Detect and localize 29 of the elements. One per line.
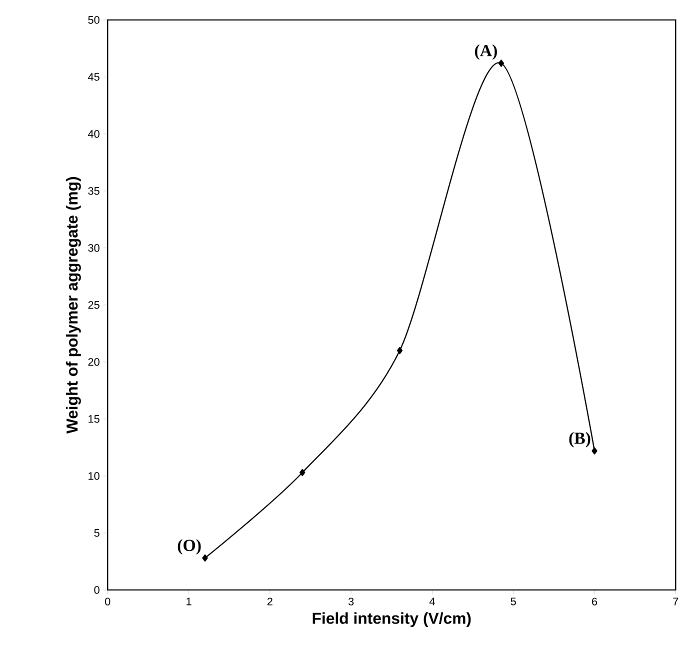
x-tick-label: 7 xyxy=(673,598,678,606)
annotation: (B) xyxy=(569,432,590,448)
y-tick-label: 35 xyxy=(88,187,100,195)
x-axis-title: Field intensity (V/cm) xyxy=(312,612,471,628)
x-tick-label: 6 xyxy=(592,598,598,606)
y-tick-label: 45 xyxy=(88,73,100,81)
annotation: (O) xyxy=(178,539,201,555)
y-axis-title: Weight of polymer aggregate (mg) xyxy=(66,177,81,434)
point xyxy=(396,347,403,354)
point xyxy=(202,554,208,562)
y-tick-label: 30 xyxy=(88,244,100,252)
x-tick-label: 0 xyxy=(105,598,110,606)
y-tick-label: 20 xyxy=(88,358,100,366)
x-tick-label: 2 xyxy=(267,598,272,606)
x-tick-label: 5 xyxy=(510,598,516,606)
x-tick-label: 3 xyxy=(348,598,354,606)
y-tick-label: 10 xyxy=(88,472,100,480)
x-tick-label: 1 xyxy=(186,598,192,606)
annotation: (A) xyxy=(475,44,497,60)
y-tick-label: 40 xyxy=(88,130,100,138)
point xyxy=(300,469,306,476)
y-tick-label: 15 xyxy=(88,415,100,423)
x-tick-label: 4 xyxy=(429,598,435,606)
point xyxy=(498,60,504,67)
y-tick-label: 25 xyxy=(88,301,100,309)
y-tick-label: 50 xyxy=(88,16,100,24)
y-tick-label: 5 xyxy=(94,529,100,537)
y-tick-label: 0 xyxy=(94,586,100,594)
point xyxy=(592,447,598,455)
